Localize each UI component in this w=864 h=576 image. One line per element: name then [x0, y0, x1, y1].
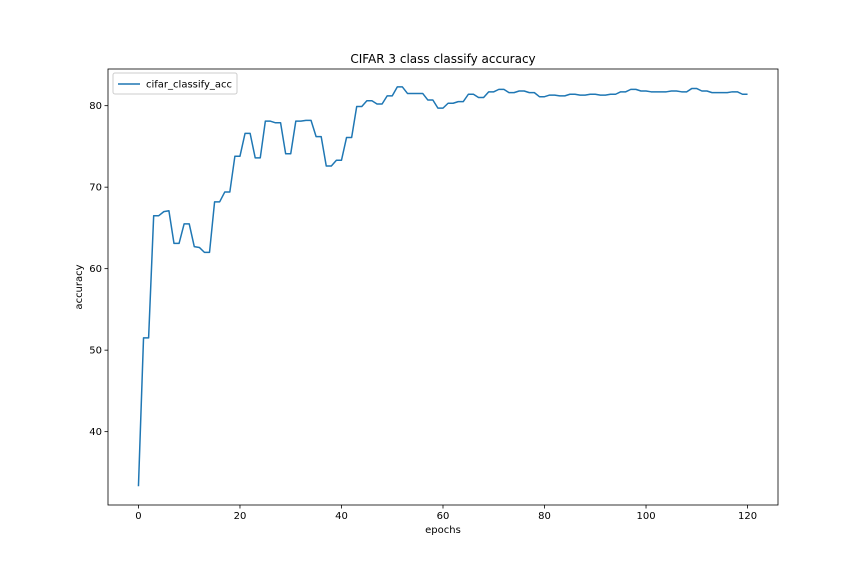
legend-box: [112, 72, 238, 95]
plot-frame: [107, 68, 779, 506]
x-axis-label: epochs: [425, 525, 461, 536]
y-tick-label: 80: [89, 101, 102, 112]
chart-title: CIFAR 3 class classify accuracy: [350, 52, 535, 66]
y-tick-label: 70: [89, 183, 102, 194]
y-tick-label: 40: [89, 427, 102, 438]
y-axis-label: accuracy: [74, 264, 85, 309]
x-tick-label: 100: [636, 511, 655, 522]
x-tick-label: 60: [437, 511, 450, 522]
x-tick-label: 80: [538, 511, 551, 522]
legend-label: cifar_classify_acc: [146, 80, 232, 91]
y-axis: 40 50 60 70 80: [89, 101, 108, 438]
series-line-0: [137, 86, 748, 487]
x-tick-label: 0: [135, 511, 141, 522]
x-tick-label: 120: [738, 511, 757, 522]
plot-area: [107, 68, 779, 506]
x-tick-label: 20: [234, 511, 247, 522]
x-axis: 0 20 40 60 80 100 120: [135, 505, 757, 522]
y-tick-label: 50: [89, 346, 102, 357]
x-tick-label: 40: [335, 511, 348, 522]
legend: cifar_classify_acc: [112, 72, 238, 95]
y-tick-label: 60: [89, 264, 102, 275]
